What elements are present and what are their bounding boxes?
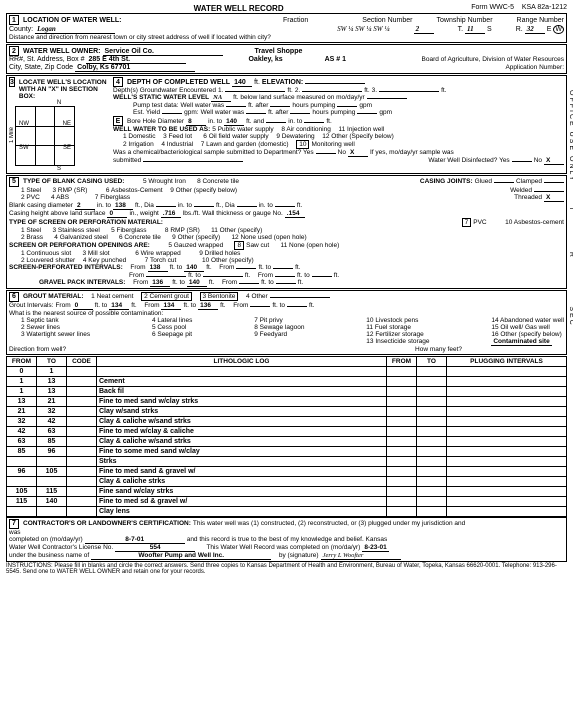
chem-no-x[interactable]: X (348, 149, 368, 157)
casing-height[interactable]: 0 (107, 210, 127, 218)
as-field[interactable]: AS # 1 (325, 56, 346, 63)
blank-to[interactable]: 138 (113, 202, 133, 210)
city2-field[interactable]: Oakley, ks (248, 56, 282, 63)
form-header: WATER WELL RECORD Form WWC-5 KSA 82a-121… (6, 4, 567, 13)
section-field[interactable]: 2 (414, 25, 434, 34)
table-row: Strks (7, 456, 567, 466)
static-field[interactable]: NA (211, 94, 231, 102)
fraction-field[interactable]: SW ¼ SW ¼ SW ¼ (337, 25, 390, 33)
section-4-depth: 4 DEPTH OF COMPLETED WELL 140 ft. ELEVAT… (113, 77, 564, 172)
license-no[interactable]: 554 (115, 544, 195, 552)
owner-field[interactable]: Service Oil Co. (103, 48, 223, 56)
signature[interactable]: Jerry L Woofter (321, 552, 401, 560)
county-field[interactable]: Logan (35, 25, 115, 34)
table-row: 113Cement (7, 376, 567, 386)
section-number-7: 7 (9, 519, 19, 529)
contam-answer[interactable]: Contaminated site (491, 338, 551, 346)
completed-date[interactable]: 8-7-01 (85, 536, 185, 544)
blank-dia[interactable]: 2 (75, 202, 95, 210)
section-number-2: 2 (9, 46, 19, 56)
thickness[interactable]: .154 (285, 210, 305, 218)
gi-from1[interactable]: 0 (73, 302, 93, 310)
section-6-grout: 6GROUT MATERIAL: 1 Neat cement 2 Cement … (6, 290, 567, 355)
elevation-field[interactable] (305, 83, 365, 84)
section-number-5: 5 (9, 177, 19, 187)
table-row: 01 (7, 366, 567, 376)
gi-to2[interactable]: 136 (198, 302, 218, 310)
table-row: 8596Fine to some med sand w/clay (7, 446, 567, 456)
section-1-location: 1 LOCATION OF WATER WELL: Fraction Secti… (6, 13, 567, 43)
weight[interactable]: .716 (161, 210, 181, 218)
table-row: Clay lens (7, 506, 567, 516)
bore-dia-field[interactable]: 8 (186, 118, 206, 126)
disinfect-no-x[interactable]: X (544, 157, 564, 165)
depth-field[interactable]: 140 (232, 79, 252, 87)
section-number-6: 6 (9, 292, 19, 302)
water-well-record-form: OFFICE USE ONLY T R SEC WATER WELL RECOR… (0, 0, 573, 579)
table-row: 1321Fine to med sand w/clay strks (7, 396, 567, 406)
section-number-3: 3 (9, 77, 15, 87)
table-row: 105115Fine sand w/clay strks (7, 486, 567, 496)
table-row: Clay & caliche strks (7, 476, 567, 486)
instructions: INSTRUCTIONS: Please fill in blanks and … (6, 563, 567, 575)
business-name[interactable]: Woofter Pump and Well Inc. (91, 552, 271, 560)
section-3-4-row: 3LOCATE WELL'S LOCATION WITH AN "X" IN S… (6, 75, 567, 174)
table-row: 4263Fine to med w/clay & caliche (7, 426, 567, 436)
gp-from1[interactable]: 136 (150, 279, 170, 287)
table-row: 2132Clay w/sand strks (7, 406, 567, 416)
record-date[interactable]: 8-23-01 (362, 544, 388, 552)
gp-to1[interactable]: 140 (187, 279, 207, 287)
address-field[interactable]: 285 E 4th St. (86, 56, 186, 64)
section-number-4: 4 (113, 77, 123, 87)
section-3-locator: 3LOCATE WELL'S LOCATION WITH AN "X" IN S… (9, 77, 109, 172)
form-title: WATER WELL RECORD (194, 4, 284, 13)
section-7-certification: 7CONTRACTOR'S OR LANDOWNER'S CERTIFICATI… (6, 517, 567, 562)
lithologic-log-table: FROM TO CODE LITHOLOGIC LOG FROM TO PLUG… (6, 356, 567, 517)
gi-to1[interactable]: 134 (109, 302, 129, 310)
locator-grid[interactable]: NW NE SW SE (15, 106, 75, 166)
range-field[interactable]: 32 (525, 25, 545, 34)
table-row: 6385Clay & caliche w/sand strks (7, 436, 567, 446)
sp-to1[interactable]: 140 (184, 264, 204, 272)
side-office-use: OFFICE USE ONLY T R SEC (568, 90, 573, 327)
threaded-x[interactable]: X (544, 194, 564, 202)
table-row: 96105Fine to med sand & gravel w/ (7, 466, 567, 476)
section-number-1: 1 (9, 15, 19, 25)
section-5-casing: 5TYPE OF BLANK CASING USED: 5 Wrought Ir… (6, 175, 567, 289)
table-row: 3242Clay & caliche w/sand strks (7, 416, 567, 426)
table-row: 113Back fil (7, 386, 567, 396)
city-field[interactable]: Colby, Ks 67701 (75, 64, 195, 72)
table-row: 115140Fine to med sd & gravel w/ (7, 496, 567, 506)
township-field[interactable]: 11 (465, 25, 485, 34)
gi-from2[interactable]: 134 (161, 302, 181, 310)
sp-from1[interactable]: 138 (148, 264, 168, 272)
section-2-owner: 2 WATER WELL OWNER: Service Oil Co. Trav… (6, 44, 567, 74)
business-field[interactable]: Travel Shoppe (255, 48, 303, 55)
bore-to-field[interactable]: 140 (224, 118, 244, 126)
